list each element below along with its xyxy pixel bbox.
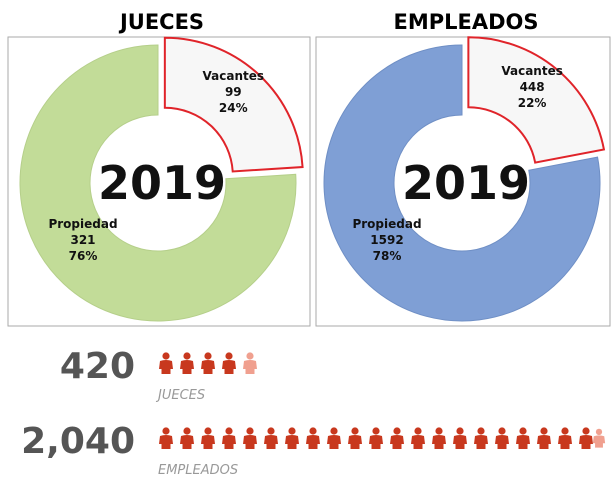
slice-label: Vacantes (203, 69, 265, 83)
slice-percent: 76% (69, 249, 98, 263)
slice-percent: 24% (219, 101, 248, 115)
total-value: 420 (60, 346, 135, 387)
center-label: 2019 (98, 156, 226, 210)
center-label: 2019 (402, 156, 530, 210)
people-icons (159, 427, 606, 449)
people-icons (159, 352, 257, 374)
total-value: 2,040 (21, 421, 135, 462)
total-label: JUECES (155, 388, 205, 403)
donut-slice (323, 44, 601, 322)
slice-count: 448 (520, 80, 545, 94)
slice-label: Propiedad (352, 217, 421, 231)
slice-count: 1592 (370, 233, 403, 247)
chart-title: EMPLEADOS (393, 10, 538, 34)
slice-percent: 78% (373, 249, 402, 263)
donut-slice (19, 44, 297, 322)
total-label: EMPLEADOS (158, 463, 238, 478)
donut-slice (163, 36, 304, 173)
slice-count: 321 (70, 233, 95, 247)
slice-label: Propiedad (48, 217, 117, 231)
slice-label: Vacantes (501, 64, 563, 78)
slice-percent: 22% (518, 96, 547, 110)
chart-title: JUECES (118, 10, 204, 34)
slice-count: 99 (225, 85, 242, 99)
donut-slice (467, 36, 606, 164)
